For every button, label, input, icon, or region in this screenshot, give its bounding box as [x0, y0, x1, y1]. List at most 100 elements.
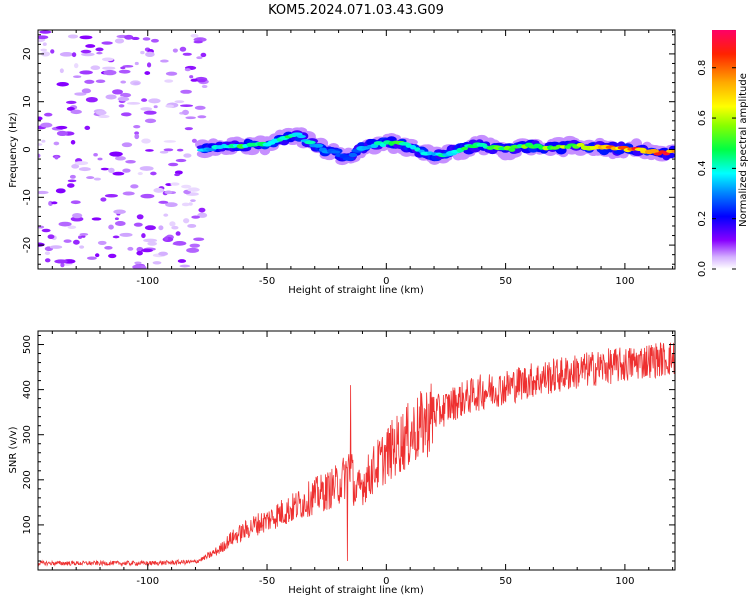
noise-speckle	[179, 264, 191, 268]
ridge-core	[647, 149, 660, 154]
noise-speckle	[120, 66, 126, 70]
noise-speckle	[122, 191, 135, 196]
snr-panel: -100 -50 0 50 100 100 200 300 400 500 Height of …	[8, 330, 676, 596]
noise-speckle	[114, 156, 126, 161]
noise-speckle	[39, 30, 52, 34]
noise-speckle	[100, 197, 107, 202]
noise-speckle	[95, 47, 104, 52]
noise-speckle	[70, 140, 76, 145]
noise-speckle	[194, 105, 206, 110]
noise-speckle	[139, 166, 154, 171]
y-tick-label: 0	[22, 146, 33, 152]
noise-speckle	[113, 209, 126, 215]
noise-speckle	[81, 52, 95, 57]
noise-speckle	[65, 100, 77, 104]
noise-speckle	[38, 153, 41, 158]
noise-speckle	[169, 221, 176, 227]
noise-speckle	[130, 184, 139, 189]
noise-speckle	[91, 217, 102, 221]
noise-speckle	[40, 48, 48, 52]
snr-y-axis-label: SNR (v/v)	[8, 426, 19, 473]
noise-speckle	[182, 52, 192, 56]
spectrogram-marks	[38, 30, 675, 269]
noise-speckle	[112, 235, 120, 239]
noise-speckle	[51, 201, 58, 205]
colorbar-gradient	[712, 30, 736, 269]
ridge-core	[461, 146, 469, 151]
noise-speckle	[96, 51, 103, 55]
noise-speckle	[179, 46, 187, 52]
noise-speckle	[143, 238, 158, 243]
noise-speckle	[143, 110, 157, 115]
noise-speckle	[182, 109, 189, 116]
noise-speckle	[108, 224, 114, 230]
noise-speckle	[67, 183, 75, 188]
colorbar-label: Normalized spectral amplitude	[738, 73, 749, 227]
y-tick-label: -20	[22, 237, 33, 253]
noise-speckle	[180, 89, 192, 94]
x-tick-label: -50	[259, 576, 275, 587]
snr-y-ticks: 100 200 300 400 500	[22, 335, 675, 562]
noise-speckle	[95, 110, 107, 116]
noise-speckle	[148, 98, 161, 104]
noise-speckle	[146, 62, 152, 68]
noise-speckle	[114, 38, 125, 44]
noise-speckle	[191, 215, 201, 219]
noise-speckle	[95, 79, 106, 84]
noise-speckle	[144, 118, 157, 124]
noise-speckle	[72, 212, 83, 219]
noise-speckle	[80, 49, 92, 54]
noise-speckle	[120, 80, 127, 84]
noise-speckle	[112, 171, 125, 176]
noise-speckle	[53, 141, 60, 146]
noise-speckle	[164, 236, 169, 241]
x-tick-label: 50	[499, 576, 512, 587]
noise-speckle	[164, 190, 173, 195]
noise-speckle	[84, 125, 91, 131]
ridge-core	[348, 152, 358, 158]
x-tick-label: 100	[615, 576, 634, 587]
noise-speckle	[171, 225, 179, 230]
y-tick-label: 10	[22, 95, 33, 108]
noise-speckle	[140, 193, 155, 199]
noise-speckle	[174, 100, 185, 104]
noise-speckle	[198, 207, 206, 213]
noise-speckle	[73, 239, 80, 245]
noise-speckle	[126, 101, 141, 105]
noise-speckle	[73, 75, 82, 79]
noise-speckle	[104, 194, 118, 198]
noise-speckle	[153, 187, 165, 193]
x-tick-label: -100	[136, 576, 159, 587]
noise-speckle	[60, 262, 65, 268]
y-tick-label: -10	[22, 189, 33, 205]
noise-speckle	[93, 177, 102, 181]
noise-speckle	[66, 106, 75, 111]
noise-speckle	[163, 148, 174, 152]
noise-speckle	[147, 241, 158, 246]
noise-speckle	[67, 34, 79, 39]
noise-speckle	[186, 247, 200, 253]
noise-speckle	[97, 240, 107, 246]
noise-speckle	[163, 213, 169, 217]
noise-speckle	[118, 69, 131, 74]
noise-speckle	[144, 225, 156, 231]
noise-speckle	[93, 152, 98, 157]
noise-speckle	[101, 41, 113, 45]
noise-speckle	[158, 225, 164, 231]
noise-speckle	[42, 42, 47, 46]
ridge-core	[409, 145, 417, 150]
noise-speckle	[133, 125, 141, 129]
noise-speckle	[137, 172, 143, 176]
noise-speckle	[193, 237, 205, 241]
noise-speckle	[105, 94, 117, 100]
x-tick-label: -100	[136, 276, 159, 287]
noise-speckle	[40, 51, 51, 57]
noise-speckle	[181, 202, 190, 207]
noise-speckle	[49, 245, 63, 249]
noise-speckle	[79, 245, 85, 249]
noise-speckle	[188, 202, 193, 206]
colorbar: 0.0 0.2 0.4 0.6 0.8 Normalized spectral ampl…	[697, 30, 749, 277]
noise-speckle	[38, 116, 43, 121]
noise-speckle	[189, 243, 201, 248]
noise-speckle	[90, 65, 101, 71]
